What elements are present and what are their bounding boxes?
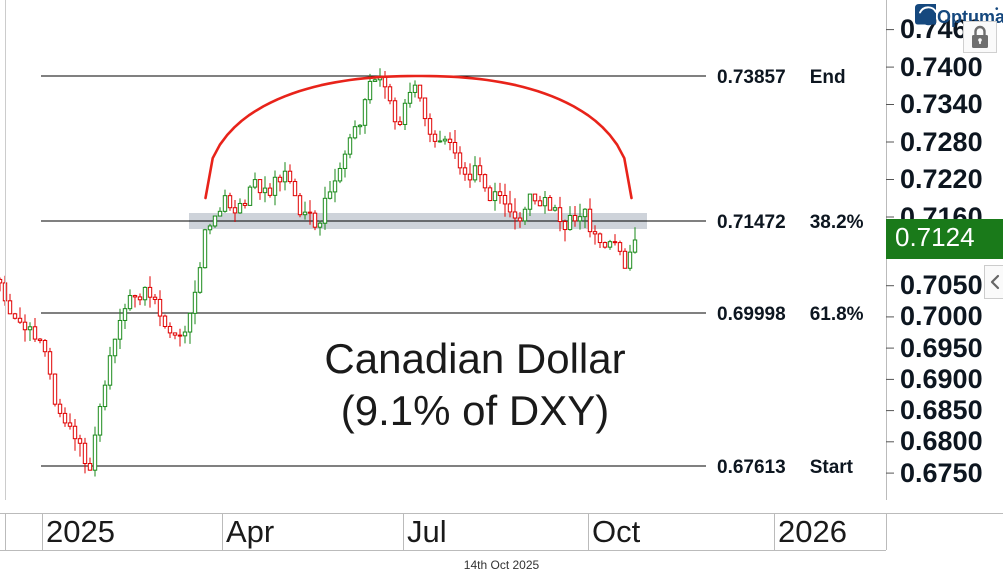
svg-text:•: •: [995, 4, 999, 15]
